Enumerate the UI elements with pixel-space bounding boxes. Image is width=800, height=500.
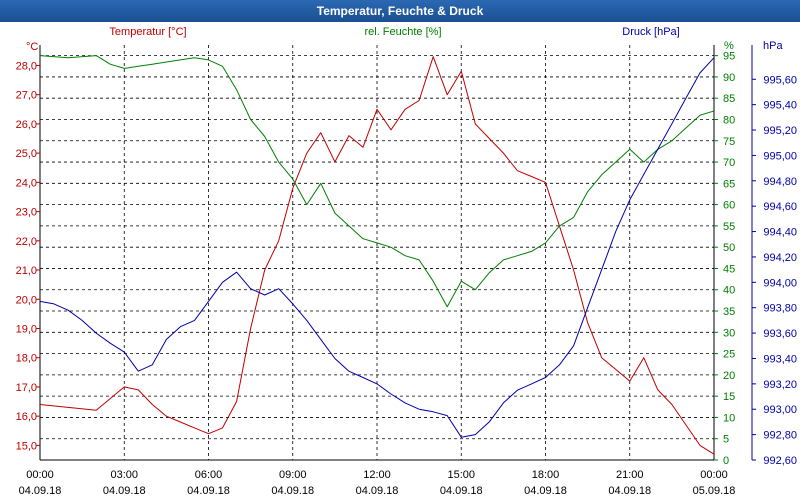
x-tick-time: 00:00 [26,469,54,481]
press-tick-label: 994,00 [763,277,797,289]
x-tick-time: 15:00 [447,469,475,481]
series-line-temperature [39,56,715,455]
hum-tick-label: 35 [723,306,735,318]
press-tick-label: 993,60 [763,328,797,340]
press-tick-label: 995,00 [763,150,797,162]
press-tick-label: 995,60 [763,74,797,86]
series-label-pressure: Druck [hPa] [622,26,679,38]
press-tick-label: 994,40 [763,227,797,239]
hum-tick-label: 10 [723,412,735,424]
x-tick-time: 00:00 [700,469,728,481]
temp-tick-label: 16,0 [16,411,37,423]
x-tick-time: 12:00 [363,469,391,481]
temp-tick-label: 26,0 [16,119,37,131]
press-tick-label: 993,00 [763,404,797,416]
series-label-temperature: Temperatur [°C] [109,26,186,38]
hum-unit-label: % [724,40,734,52]
x-tick-date: 04.09.18 [19,485,62,497]
hum-tick-label: 20 [723,370,735,382]
temp-tick-label: 22,0 [16,236,37,248]
press-tick-label: 992,60 [763,455,797,467]
hum-tick-label: 85 [723,93,735,105]
temp-tick-label: 17,0 [16,382,37,394]
hum-tick-label: 30 [723,327,735,339]
press-tick-label: 995,20 [763,125,797,137]
temp-tick-label: 28,0 [16,60,37,72]
x-tick-date: 04.09.18 [187,485,230,497]
hum-tick-label: 5 [723,434,729,446]
x-tick-date: 04.09.18 [356,485,399,497]
hum-tick-label: 60 [723,200,735,212]
hum-tick-label: 0 [723,455,729,467]
hum-tick-label: 75 [723,136,735,148]
press-tick-label: 994,20 [763,252,797,264]
x-tick-time: 03:00 [110,469,138,481]
x-tick-time: 21:00 [616,469,644,481]
series-line-pressure [39,57,715,438]
hum-tick-label: 25 [723,349,735,361]
hum-tick-label: 40 [723,285,735,297]
x-tick-date: 04.09.18 [524,485,567,497]
temp-tick-label: 27,0 [16,90,37,102]
temp-tick-label: 24,0 [16,177,37,189]
press-tick-label: 994,80 [763,176,797,188]
temp-tick-label: 15,0 [16,440,37,452]
hum-tick-label: 80 [723,114,735,126]
hum-tick-label: 15 [723,391,735,403]
temp-tick-label: 20,0 [16,294,37,306]
temp-tick-label: 23,0 [16,207,37,219]
x-tick-date: 04.09.18 [440,485,483,497]
x-tick-date: 04.09.18 [271,485,314,497]
hum-tick-label: 70 [723,157,735,169]
press-tick-label: 995,40 [763,100,797,112]
temp-tick-label: 25,0 [16,148,37,160]
press-tick-label: 993,20 [763,379,797,391]
temp-tick-label: 21,0 [16,265,37,277]
press-tick-label: 992,80 [763,430,797,442]
temp-unit-label: °C [26,41,38,53]
chart-title: Temperatur, Feuchte & Druck [0,0,800,22]
x-tick-date: 04.09.18 [608,485,651,497]
x-tick-date: 05.09.18 [693,485,736,497]
hum-tick-label: 50 [723,242,735,254]
series-line-humidity [39,55,715,308]
x-tick-time: 18:00 [532,469,560,481]
press-tick-label: 994,60 [763,201,797,213]
temp-tick-label: 19,0 [16,323,37,335]
x-tick-time: 06:00 [195,469,223,481]
hum-tick-label: 55 [723,221,735,233]
hum-tick-label: 65 [723,178,735,190]
x-tick-time: 09:00 [279,469,307,481]
hum-tick-label: 45 [723,263,735,275]
press-tick-label: 993,80 [763,303,797,315]
series-label-humidity: rel. Feuchte [%] [364,26,441,38]
press-tick-label: 993,40 [763,353,797,365]
press-unit-label: hPa [763,40,783,52]
hum-tick-label: 90 [723,72,735,84]
hum-tick-label: 95 [723,51,735,63]
x-tick-date: 04.09.18 [103,485,146,497]
temp-tick-label: 18,0 [16,353,37,365]
